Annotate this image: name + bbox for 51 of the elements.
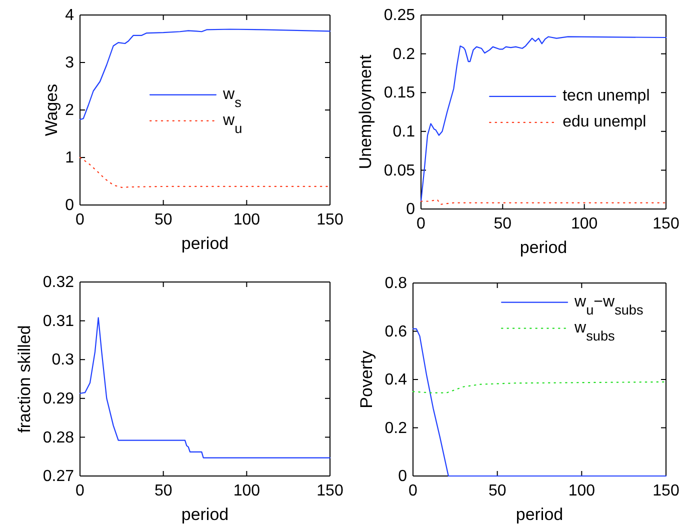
line-series <box>79 156 331 188</box>
x-tick-label: 50 <box>494 215 512 232</box>
x-axis-title: period <box>181 505 229 524</box>
legend-label: w$_{u}$−w$_{subs}$ <box>574 293 644 317</box>
x-tick-label: 50 <box>154 211 172 228</box>
y-tick-label: 0.6 <box>384 323 408 340</box>
y-tick-label: 0.1 <box>392 124 416 141</box>
y-tick-label: 0.32 <box>42 274 74 292</box>
x-tick-label: 100 <box>570 215 598 232</box>
x-axis-title: period <box>516 505 564 524</box>
y-axis-title: Wages <box>42 84 61 136</box>
y-tick-label: 0 <box>398 468 408 486</box>
y-tick-label: 0.2 <box>384 420 408 437</box>
y-tick-label: 0.31 <box>42 312 74 330</box>
legend-label: w$_{subs}$ <box>574 319 616 343</box>
x-tick-label: 150 <box>316 482 344 500</box>
x-tick-label: 100 <box>233 211 260 228</box>
line-series <box>79 317 331 458</box>
x-axis-title: period <box>181 234 229 253</box>
legend-label: edu unempl <box>562 113 646 130</box>
y-tick-label: 0.05 <box>384 162 416 180</box>
line-series <box>412 381 667 394</box>
y-tick-label: 2 <box>65 102 74 120</box>
y-tick-label: 1 <box>65 150 74 167</box>
y-tick-label: 0.4 <box>384 372 408 389</box>
x-tick-label: 50 <box>488 482 506 500</box>
y-tick-label: 3 <box>65 54 74 72</box>
legend-label: w$_{u}$ <box>222 112 242 136</box>
legend-label: w$_{s}$ <box>222 86 242 110</box>
legend-label: tecn unempl <box>562 87 650 104</box>
x-tick-label: 100 <box>233 482 260 500</box>
y-axis-title: fraction skilled <box>15 325 34 433</box>
y-axis-title: Poverty <box>357 350 376 408</box>
y-axis-title: Unemployment <box>356 54 375 170</box>
x-tick-label: 50 <box>154 482 172 500</box>
y-tick-label: 0.29 <box>42 390 74 408</box>
x-tick-label: 100 <box>568 482 596 500</box>
line-series <box>420 36 667 202</box>
y-tick-label: 0.15 <box>384 84 416 102</box>
y-tick-label: 0.8 <box>384 275 408 292</box>
x-tick-label: 150 <box>316 211 344 228</box>
y-tick-label: 0.3 <box>52 352 74 369</box>
y-tick-label: 0.2 <box>392 46 416 63</box>
y-tick-label: 4 <box>65 7 74 24</box>
y-tick-label: 0.25 <box>384 7 416 24</box>
x-tick-label: 150 <box>652 215 680 232</box>
x-tick-label: 150 <box>652 482 680 500</box>
x-axis-title: period <box>520 238 568 257</box>
y-tick-label: 0.28 <box>42 429 74 446</box>
y-tick-label: 0 <box>65 197 74 214</box>
y-tick-label: 0.27 <box>42 468 74 486</box>
